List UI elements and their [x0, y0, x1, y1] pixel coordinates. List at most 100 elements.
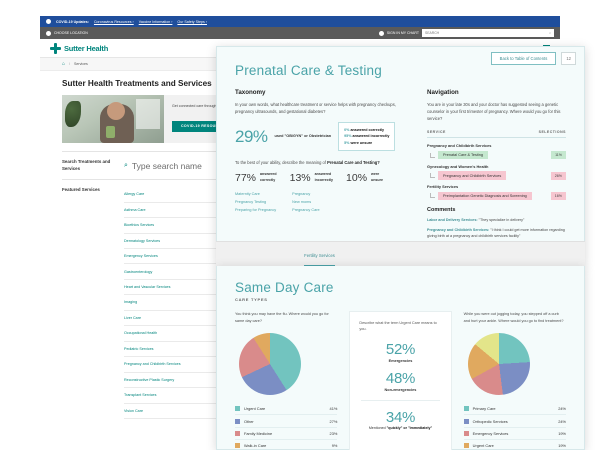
hero-image — [62, 95, 164, 143]
comment-source: Pregnancy and Childbirth Services: — [427, 227, 490, 232]
legend-row: Urgent Care 19% — [463, 440, 566, 450]
ankle-pie-chart — [467, 333, 530, 395]
brand-name: Sutter Health — [64, 43, 109, 53]
navigation-item-pill[interactable]: Preimplantation Genetic Diagnosis and Sc… — [438, 191, 532, 201]
pin-icon — [46, 30, 51, 36]
back-to-toc-button[interactable]: Back to Table of Contents — [490, 52, 557, 65]
urgent-care-stats: 52% Emergencies 48% Non-emergencies — [359, 341, 441, 392]
page-title: Sutter Health Treatments and Services — [62, 79, 212, 88]
navigation-selection-value: 26% — [550, 171, 566, 180]
legend-swatch — [235, 430, 240, 436]
taxonomy-question-2: To the best of your ability, describe th… — [235, 160, 411, 167]
taxonomy-stat-row: 29% used "OB/GYN" or Obstetrician 0% ans… — [235, 122, 411, 151]
navigation-item-pill[interactable]: Pregnancy and Childbirth Services — [438, 171, 507, 180]
home-icon[interactable]: ⌂ — [62, 61, 66, 67]
signin-link[interactable]: SIGN IN MY CHART — [386, 31, 419, 35]
legend-row: Orthopedic Services 24% — [463, 415, 566, 428]
navigation-group-label: Gynecology and Women's Health — [427, 163, 489, 169]
ankle-pie-panel: While you were out jogging today, you st… — [463, 311, 566, 450]
flu-question: You think you may have the flu. Where wo… — [235, 312, 329, 323]
search-icon: ⌕ — [549, 31, 551, 35]
legend-value: 0% — [344, 127, 350, 132]
navigation-group: Gynecology and Women's Health Pregnancy a… — [427, 164, 566, 180]
breadcrumb-services[interactable]: Services — [74, 62, 88, 66]
legend-value: 27% — [329, 418, 338, 424]
taxonomy-section: Taxonomy In your own words, what healthc… — [235, 89, 411, 243]
legend-label: Walk-in Care — [244, 443, 267, 449]
same-day-care-subtitle: CARE TYPES — [235, 297, 268, 302]
legend-swatch — [235, 443, 240, 449]
site-search-input[interactable]: SEARCH ⌕ — [422, 29, 554, 37]
taxonomy-word: Pregnancy Testing — [235, 199, 267, 204]
taxonomy-word-lists: Maternity Care Pregnancy Testing Preparing… — [235, 191, 411, 215]
navigation-table-header: SERVICE SELECTIONS — [427, 130, 566, 139]
navigation-item-pill[interactable]: Prenatal Care & Testing — [438, 150, 489, 160]
legend-label: Other — [244, 418, 254, 424]
legend-value: 9% — [331, 443, 338, 449]
navigation-groups: Pregnancy and Childbirth Services Prenata… — [427, 143, 566, 201]
taxonomy-legend-row: 0% answered correctly — [344, 127, 389, 133]
mentioned-quickly-stat: 34% Mentioned "quickly" or "immediately" — [359, 409, 441, 432]
stat-label: Emergencies — [388, 358, 413, 363]
navigation-question: You are in your late 30s and your doctor… — [427, 102, 561, 122]
legend-swatch — [463, 430, 469, 436]
user-icon — [378, 30, 384, 36]
same-day-care-title: Same Day Care — [235, 280, 334, 295]
tab-fertility-services[interactable]: Fertility Services — [304, 253, 335, 266]
covid-updates-label: COVID-19 Updates: — [56, 19, 89, 24]
search-placeholder: Type search name — [131, 160, 202, 171]
tree-branch-icon — [430, 173, 435, 179]
trio-value: 13% — [289, 171, 311, 184]
col-selections-label: SELECTIONS — [538, 130, 566, 135]
tree-branch-icon — [430, 193, 435, 199]
taxonomy-word: Pregnancy — [292, 191, 311, 196]
legend-label: Family Medicine — [244, 430, 273, 436]
legend-value: 19% — [558, 430, 566, 436]
brand-logo[interactable]: Sutter Health — [50, 42, 109, 54]
urgent-care-stat: 52% Emergencies — [359, 341, 441, 363]
urgent-care-question: Describe what the term Urgent Care means… — [359, 321, 437, 332]
legend-swatch — [463, 418, 469, 424]
card-title: Prenatal Care & Testing — [235, 63, 382, 78]
safety-steps-link[interactable]: Our Safety Steps › — [177, 19, 207, 24]
divider — [361, 399, 440, 401]
legend-swatch — [235, 418, 240, 424]
legend-label: Primary Care — [472, 406, 496, 412]
legend-swatch — [235, 406, 240, 412]
taxonomy-trio-item: 13% answered incorrectly — [290, 172, 333, 184]
navigation-heading: Navigation — [427, 89, 459, 96]
legend-row: Emergency Services 19% — [463, 428, 566, 441]
tabs-strip: Prenatal Care & Testing Fertility Servic… — [216, 241, 585, 266]
legend-value: 19% — [558, 443, 566, 449]
comments-heading: Comments — [427, 207, 456, 214]
vaccine-information-link[interactable]: Vaccine Information › — [138, 19, 173, 24]
trio-label: answered incorrectly — [314, 172, 334, 182]
urgent-care-stat: 48% Non-emergencies — [359, 370, 441, 392]
mentioned-quickly-label: Mentioned "quickly" or "immediately" — [359, 426, 441, 432]
info-icon — [46, 19, 51, 24]
location-bar: CHOOSE LOCATION SIGN IN MY CHART SEARCH … — [40, 27, 560, 39]
comment-text: "I think I could get more information re… — [427, 227, 565, 239]
covid-resources-button[interactable]: COVID-19 RESOURCES — [172, 120, 236, 132]
stat-value: 52% — [385, 340, 416, 358]
coronavirus-resources-link[interactable]: Coronavirus Resources › — [93, 19, 134, 24]
choose-location-label[interactable]: CHOOSE LOCATION — [54, 31, 88, 35]
legend-row: Urgent Care 41% — [235, 403, 338, 416]
legend-value: 24% — [558, 418, 566, 424]
comment-item: Labor and Delivery Services: "They speci… — [427, 217, 566, 224]
mentioned-bold: "quickly" or "immediately" — [386, 425, 433, 430]
sutter-cross-icon — [50, 42, 61, 54]
search-treatments-input[interactable]: ⌕ Type search name — [124, 159, 538, 172]
taxonomy-legend-row: 5% were unsure — [344, 140, 389, 146]
taxonomy-words-right: Pregnancy New moms Pregnancy Care — [292, 191, 319, 215]
taxonomy-words-left: Maternity Care Pregnancy Testing Preparing… — [235, 191, 276, 215]
comments-list: Labor and Delivery Services: "They speci… — [427, 217, 566, 240]
page-number-badge: 12 — [561, 52, 576, 65]
stat-label: Non-emergencies — [384, 387, 417, 392]
comment-source: Labor and Delivery Services: — [427, 218, 478, 223]
breadcrumb-separator: / — [69, 62, 71, 66]
trio-label: were unsure — [371, 172, 384, 182]
taxonomy-word: New moms — [292, 199, 312, 204]
legend-value: 95% — [344, 134, 352, 139]
